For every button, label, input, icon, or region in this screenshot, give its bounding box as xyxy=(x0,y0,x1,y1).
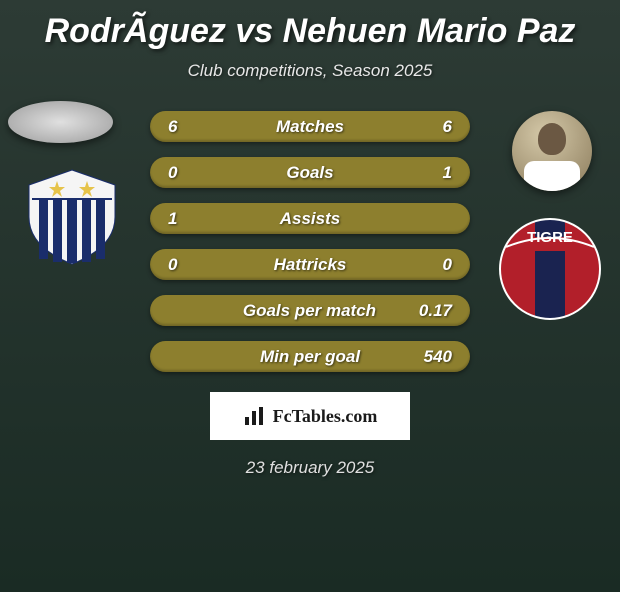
stat-left-value: 0 xyxy=(168,255,200,275)
stat-row: 1 Assists xyxy=(150,203,470,234)
stat-label: Hattricks xyxy=(274,255,347,275)
stat-label: Assists xyxy=(280,209,340,229)
stat-right-value: 6 xyxy=(420,117,452,137)
stat-row: Min per goal 540 xyxy=(150,341,470,372)
stat-row: 6 Matches 6 xyxy=(150,111,470,142)
team-left-badge xyxy=(22,167,122,267)
date-label: 23 february 2025 xyxy=(0,458,620,478)
stat-row: Goals per match 0.17 xyxy=(150,295,470,326)
player-right-avatar xyxy=(512,111,592,191)
stat-right-value: 0 xyxy=(420,255,452,275)
stat-left-value: 6 xyxy=(168,117,200,137)
comparison-block: TIGRE 6 Matches 6 0 Goals 1 1 Assists xyxy=(0,111,620,372)
player-left-avatar xyxy=(8,101,113,143)
stat-right-value: 0.17 xyxy=(419,301,452,321)
stat-bars: 6 Matches 6 0 Goals 1 1 Assists 0 Hattri… xyxy=(150,111,470,372)
team-right-badge: TIGRE xyxy=(498,217,602,321)
fctables-logo[interactable]: FcTables.com xyxy=(210,392,410,440)
logo-text: FcTables.com xyxy=(273,406,378,427)
page-title: RodrÃ­guez vs Nehuen Mario Paz xyxy=(0,12,620,51)
stat-row: 0 Goals 1 xyxy=(150,157,470,188)
svg-text:TIGRE: TIGRE xyxy=(527,229,573,246)
stat-label: Goals xyxy=(286,163,333,183)
stat-label: Min per goal xyxy=(260,347,360,367)
stat-row: 0 Hattricks 0 xyxy=(150,249,470,280)
stat-label: Goals per match xyxy=(243,301,376,321)
stat-label: Matches xyxy=(276,117,344,137)
stat-right-value: 540 xyxy=(420,347,452,367)
subtitle: Club competitions, Season 2025 xyxy=(0,61,620,81)
chart-icon xyxy=(243,405,269,427)
stat-left-value: 1 xyxy=(168,209,200,229)
stat-left-value: 0 xyxy=(168,163,200,183)
stat-right-value: 1 xyxy=(420,163,452,183)
